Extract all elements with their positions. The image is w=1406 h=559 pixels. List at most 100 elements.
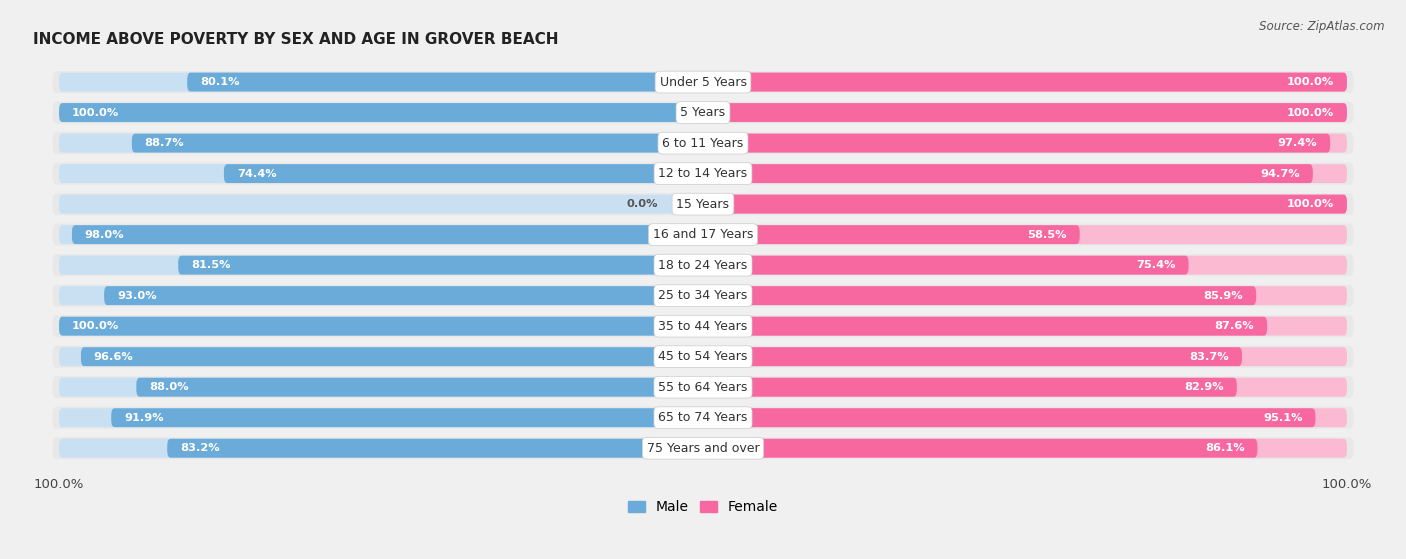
- FancyBboxPatch shape: [52, 407, 1354, 429]
- FancyBboxPatch shape: [52, 254, 1354, 276]
- FancyBboxPatch shape: [703, 378, 1237, 397]
- FancyBboxPatch shape: [703, 408, 1316, 427]
- Text: 6 to 11 Years: 6 to 11 Years: [662, 136, 744, 150]
- FancyBboxPatch shape: [703, 103, 1347, 122]
- Text: 97.4%: 97.4%: [1278, 138, 1317, 148]
- FancyBboxPatch shape: [703, 255, 1347, 274]
- FancyBboxPatch shape: [52, 102, 1354, 124]
- Text: 95.1%: 95.1%: [1263, 413, 1302, 423]
- Text: 86.1%: 86.1%: [1205, 443, 1244, 453]
- FancyBboxPatch shape: [59, 408, 703, 427]
- Text: 18 to 24 Years: 18 to 24 Years: [658, 259, 748, 272]
- Text: 87.6%: 87.6%: [1215, 321, 1254, 331]
- Text: 65 to 74 Years: 65 to 74 Years: [658, 411, 748, 424]
- FancyBboxPatch shape: [52, 437, 1354, 459]
- Text: 55 to 64 Years: 55 to 64 Years: [658, 381, 748, 394]
- Legend: Male, Female: Male, Female: [623, 495, 783, 520]
- FancyBboxPatch shape: [703, 73, 1347, 92]
- FancyBboxPatch shape: [703, 255, 1188, 274]
- FancyBboxPatch shape: [111, 408, 703, 427]
- FancyBboxPatch shape: [703, 408, 1347, 427]
- FancyBboxPatch shape: [703, 195, 1347, 214]
- FancyBboxPatch shape: [104, 286, 703, 305]
- FancyBboxPatch shape: [52, 345, 1354, 368]
- FancyBboxPatch shape: [703, 347, 1241, 366]
- Text: 82.9%: 82.9%: [1184, 382, 1225, 392]
- FancyBboxPatch shape: [703, 317, 1347, 335]
- Text: 100.0%: 100.0%: [1286, 199, 1334, 209]
- FancyBboxPatch shape: [703, 347, 1347, 366]
- Text: 5 Years: 5 Years: [681, 106, 725, 119]
- FancyBboxPatch shape: [72, 225, 703, 244]
- Text: 35 to 44 Years: 35 to 44 Years: [658, 320, 748, 333]
- FancyBboxPatch shape: [59, 347, 703, 366]
- FancyBboxPatch shape: [82, 347, 703, 366]
- Text: 83.7%: 83.7%: [1189, 352, 1229, 362]
- FancyBboxPatch shape: [59, 103, 703, 122]
- Text: 16 and 17 Years: 16 and 17 Years: [652, 228, 754, 241]
- Text: 25 to 34 Years: 25 to 34 Years: [658, 289, 748, 302]
- FancyBboxPatch shape: [59, 134, 703, 153]
- FancyBboxPatch shape: [52, 285, 1354, 307]
- Text: 93.0%: 93.0%: [117, 291, 156, 301]
- FancyBboxPatch shape: [52, 132, 1354, 154]
- Text: Source: ZipAtlas.com: Source: ZipAtlas.com: [1260, 20, 1385, 32]
- Text: 81.5%: 81.5%: [191, 260, 231, 270]
- Text: 80.1%: 80.1%: [200, 77, 239, 87]
- FancyBboxPatch shape: [703, 317, 1267, 335]
- FancyBboxPatch shape: [703, 286, 1256, 305]
- FancyBboxPatch shape: [703, 73, 1347, 92]
- Text: 91.9%: 91.9%: [124, 413, 163, 423]
- FancyBboxPatch shape: [703, 134, 1347, 153]
- FancyBboxPatch shape: [703, 286, 1347, 305]
- Text: 98.0%: 98.0%: [84, 230, 125, 240]
- FancyBboxPatch shape: [703, 134, 1330, 153]
- Text: 88.7%: 88.7%: [145, 138, 184, 148]
- FancyBboxPatch shape: [52, 163, 1354, 184]
- Text: Under 5 Years: Under 5 Years: [659, 75, 747, 88]
- Text: 88.0%: 88.0%: [149, 382, 188, 392]
- Text: 12 to 14 Years: 12 to 14 Years: [658, 167, 748, 180]
- FancyBboxPatch shape: [59, 378, 703, 397]
- FancyBboxPatch shape: [52, 224, 1354, 245]
- Text: 100.0%: 100.0%: [1286, 77, 1334, 87]
- FancyBboxPatch shape: [703, 103, 1347, 122]
- FancyBboxPatch shape: [52, 71, 1354, 93]
- Text: 58.5%: 58.5%: [1028, 230, 1067, 240]
- Text: 94.7%: 94.7%: [1260, 169, 1301, 179]
- FancyBboxPatch shape: [52, 193, 1354, 215]
- Text: 100.0%: 100.0%: [72, 321, 120, 331]
- FancyBboxPatch shape: [59, 255, 703, 274]
- FancyBboxPatch shape: [59, 103, 703, 122]
- Text: 0.0%: 0.0%: [627, 199, 658, 209]
- FancyBboxPatch shape: [52, 315, 1354, 337]
- FancyBboxPatch shape: [59, 317, 703, 335]
- FancyBboxPatch shape: [167, 439, 703, 458]
- Text: 45 to 54 Years: 45 to 54 Years: [658, 350, 748, 363]
- FancyBboxPatch shape: [59, 73, 703, 92]
- Text: 96.6%: 96.6%: [94, 352, 134, 362]
- FancyBboxPatch shape: [59, 225, 703, 244]
- FancyBboxPatch shape: [132, 134, 703, 153]
- Text: 100.0%: 100.0%: [72, 107, 120, 117]
- Text: 15 Years: 15 Years: [676, 198, 730, 211]
- Text: 100.0%: 100.0%: [1286, 107, 1334, 117]
- FancyBboxPatch shape: [179, 255, 703, 274]
- FancyBboxPatch shape: [59, 286, 703, 305]
- FancyBboxPatch shape: [703, 164, 1347, 183]
- Text: 83.2%: 83.2%: [180, 443, 219, 453]
- FancyBboxPatch shape: [703, 439, 1257, 458]
- FancyBboxPatch shape: [59, 164, 703, 183]
- FancyBboxPatch shape: [224, 164, 703, 183]
- Text: INCOME ABOVE POVERTY BY SEX AND AGE IN GROVER BEACH: INCOME ABOVE POVERTY BY SEX AND AGE IN G…: [34, 32, 558, 47]
- FancyBboxPatch shape: [703, 164, 1313, 183]
- FancyBboxPatch shape: [59, 439, 703, 458]
- FancyBboxPatch shape: [703, 195, 1347, 214]
- FancyBboxPatch shape: [136, 378, 703, 397]
- FancyBboxPatch shape: [703, 378, 1347, 397]
- Text: 75.4%: 75.4%: [1136, 260, 1175, 270]
- Text: 85.9%: 85.9%: [1204, 291, 1243, 301]
- FancyBboxPatch shape: [52, 376, 1354, 398]
- FancyBboxPatch shape: [703, 439, 1347, 458]
- FancyBboxPatch shape: [59, 317, 703, 335]
